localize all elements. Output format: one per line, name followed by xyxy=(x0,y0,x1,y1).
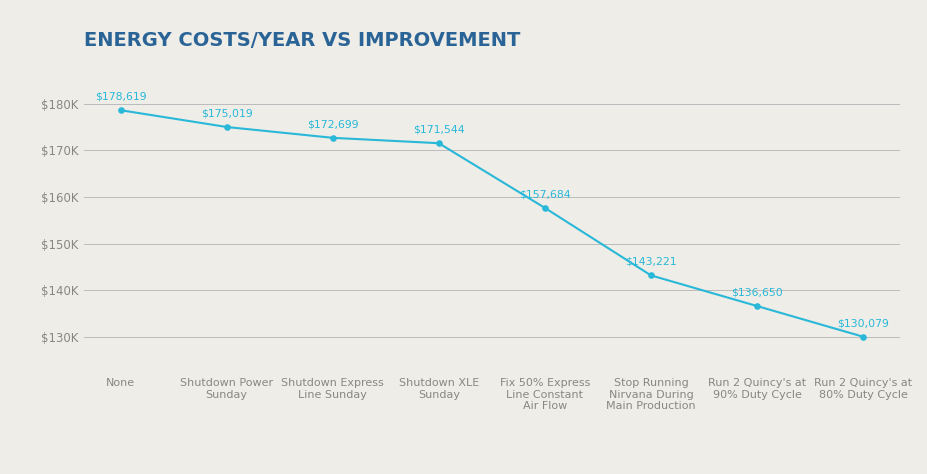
Text: ENERGY COSTS/YEAR VS IMPROVEMENT: ENERGY COSTS/YEAR VS IMPROVEMENT xyxy=(83,31,519,50)
Point xyxy=(642,272,657,279)
Point xyxy=(537,204,552,212)
Text: $171,544: $171,544 xyxy=(413,125,464,135)
Text: $157,684: $157,684 xyxy=(518,190,570,200)
Text: $136,650: $136,650 xyxy=(730,288,782,298)
Text: $172,699: $172,699 xyxy=(307,119,358,129)
Text: $130,079: $130,079 xyxy=(836,319,888,328)
Point xyxy=(325,134,340,142)
Point xyxy=(219,123,234,131)
Text: $175,019: $175,019 xyxy=(200,109,252,118)
Point xyxy=(855,333,870,340)
Text: $143,221: $143,221 xyxy=(625,257,676,267)
Point xyxy=(113,107,128,114)
Point xyxy=(431,139,446,147)
Point xyxy=(749,302,764,310)
Text: $178,619: $178,619 xyxy=(95,92,146,102)
